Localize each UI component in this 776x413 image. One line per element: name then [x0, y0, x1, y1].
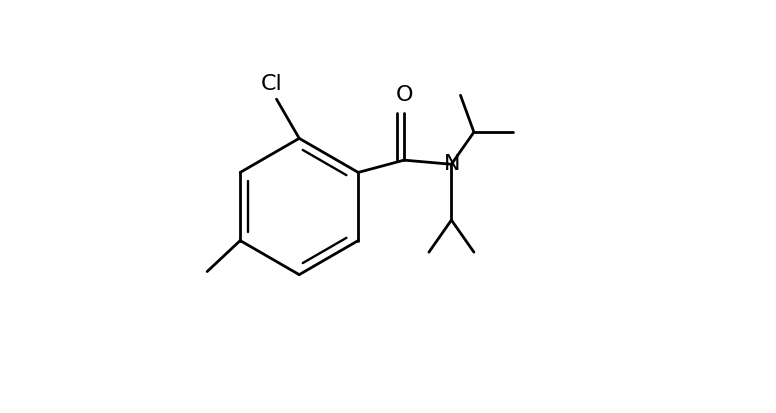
Text: Cl: Cl: [261, 74, 282, 94]
Text: N: N: [444, 154, 460, 174]
Text: O: O: [395, 85, 413, 105]
